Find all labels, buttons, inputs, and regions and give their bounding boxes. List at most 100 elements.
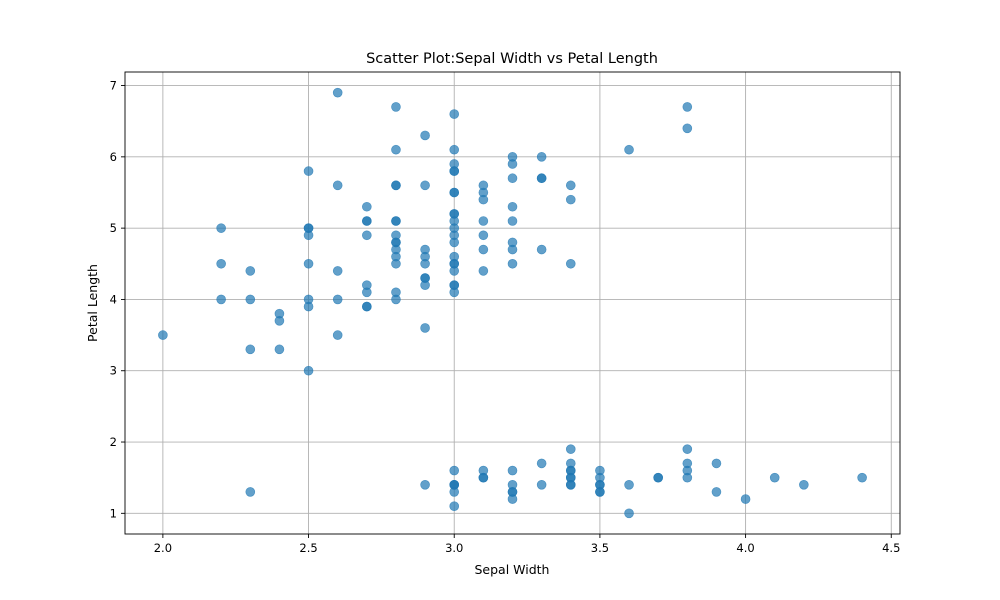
data-point [653, 472, 663, 483]
y-tick-label: 3 [110, 364, 117, 378]
data-point [449, 487, 460, 497]
data-point [303, 230, 314, 241]
data-point [332, 180, 343, 191]
data-point [420, 480, 430, 490]
data-point [391, 258, 401, 269]
data-point [595, 487, 605, 497]
data-points [158, 87, 867, 519]
data-point [449, 166, 460, 176]
y-tick-label: 1 [110, 506, 117, 520]
data-point [507, 201, 518, 212]
data-point [303, 166, 314, 176]
data-point [711, 458, 722, 469]
axis-ticks: 2.0 2.5 3.0 3.5 4.0 4.5 1 2 3 4 5 6 7 [110, 79, 901, 555]
data-point [158, 330, 168, 340]
data-point [362, 216, 372, 226]
data-point [565, 194, 576, 205]
data-point [478, 266, 489, 276]
data-point [449, 266, 460, 276]
data-point [507, 216, 518, 226]
data-point [391, 144, 401, 155]
data-point [507, 244, 518, 255]
data-point [507, 159, 518, 169]
data-point [216, 258, 226, 269]
chart-title: Scatter Plot:Sepal Width vs Petal Length [366, 51, 658, 67]
data-point [711, 487, 722, 497]
x-tick-label: 4.0 [736, 541, 754, 555]
data-point [478, 194, 489, 205]
data-point [507, 258, 518, 269]
data-point [449, 287, 460, 298]
data-point [274, 344, 285, 355]
data-point [303, 365, 314, 376]
data-point [362, 301, 372, 312]
data-point [565, 444, 576, 454]
data-point [536, 480, 547, 490]
data-point [449, 501, 460, 511]
data-point [769, 472, 780, 483]
x-tick-label: 2.0 [154, 541, 172, 555]
data-point [682, 472, 693, 483]
plot-frame [124, 71, 901, 535]
data-point [245, 487, 256, 497]
data-point [332, 330, 343, 340]
data-point [391, 294, 401, 305]
data-point [565, 480, 576, 490]
data-point [565, 258, 576, 269]
data-point [478, 244, 489, 255]
data-point [478, 216, 489, 226]
data-point [507, 465, 518, 476]
x-tick-label: 4.5 [882, 541, 900, 555]
data-point [420, 130, 430, 141]
data-point [216, 294, 226, 305]
x-axis-label: Sepal Width [475, 562, 550, 577]
data-point [478, 472, 489, 483]
y-tick-label: 7 [110, 79, 117, 93]
data-point [536, 244, 547, 255]
y-axis-label: Petal Length [85, 264, 100, 342]
data-point [391, 180, 401, 191]
data-point [332, 87, 343, 98]
data-point [507, 173, 518, 184]
data-point [624, 144, 634, 155]
data-point [362, 230, 372, 241]
data-point [245, 344, 256, 355]
x-tick-label: 2.5 [299, 541, 317, 555]
data-point [536, 458, 547, 469]
data-point [536, 173, 547, 184]
data-point [420, 180, 430, 191]
y-tick-label: 2 [110, 435, 117, 449]
x-tick-label: 3.5 [591, 541, 609, 555]
data-point [391, 216, 401, 226]
data-point [682, 444, 693, 454]
data-point [857, 472, 867, 483]
data-point [449, 144, 460, 155]
data-point [362, 201, 372, 212]
y-tick-label: 4 [110, 292, 117, 306]
data-point [799, 480, 809, 490]
x-tick-label: 3.0 [445, 541, 463, 555]
data-point [420, 280, 430, 290]
data-point [391, 102, 401, 112]
data-point [245, 266, 256, 276]
data-point [507, 494, 518, 504]
data-point [449, 465, 460, 476]
grid-lines [125, 72, 900, 534]
data-point [420, 258, 430, 269]
data-point [682, 102, 693, 112]
data-point [565, 180, 576, 191]
data-point [536, 152, 547, 162]
data-point [682, 123, 693, 134]
data-point [303, 258, 314, 269]
data-point [449, 237, 460, 248]
data-point [420, 323, 430, 333]
data-point [216, 223, 226, 233]
data-point [449, 187, 460, 198]
y-tick-label: 6 [110, 150, 117, 164]
data-point [303, 301, 314, 312]
data-point [274, 316, 285, 326]
data-point [362, 287, 372, 298]
y-tick-label: 5 [110, 221, 117, 235]
data-point [245, 294, 256, 305]
